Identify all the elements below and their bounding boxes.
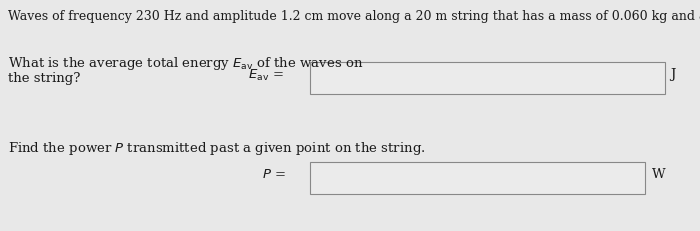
Text: $E_{\mathrm{av}}$ =: $E_{\mathrm{av}}$ = [248,68,284,83]
Text: W: W [652,167,666,180]
Text: J: J [670,68,676,81]
Text: What is the average total energy $E_{\mathrm{av}}$ of the waves on: What is the average total energy $E_{\ma… [8,55,363,72]
Text: Find the power $P$ transmitted past a given point on the string.: Find the power $P$ transmitted past a gi… [8,139,426,156]
Text: the string?: the string? [8,72,81,85]
Text: Waves of frequency 230 Hz and amplitude 1.2 cm move along a 20 m string that has: Waves of frequency 230 Hz and amplitude … [8,10,700,23]
FancyBboxPatch shape [310,162,645,194]
Text: $P$ =: $P$ = [262,167,286,180]
FancyBboxPatch shape [310,63,665,94]
